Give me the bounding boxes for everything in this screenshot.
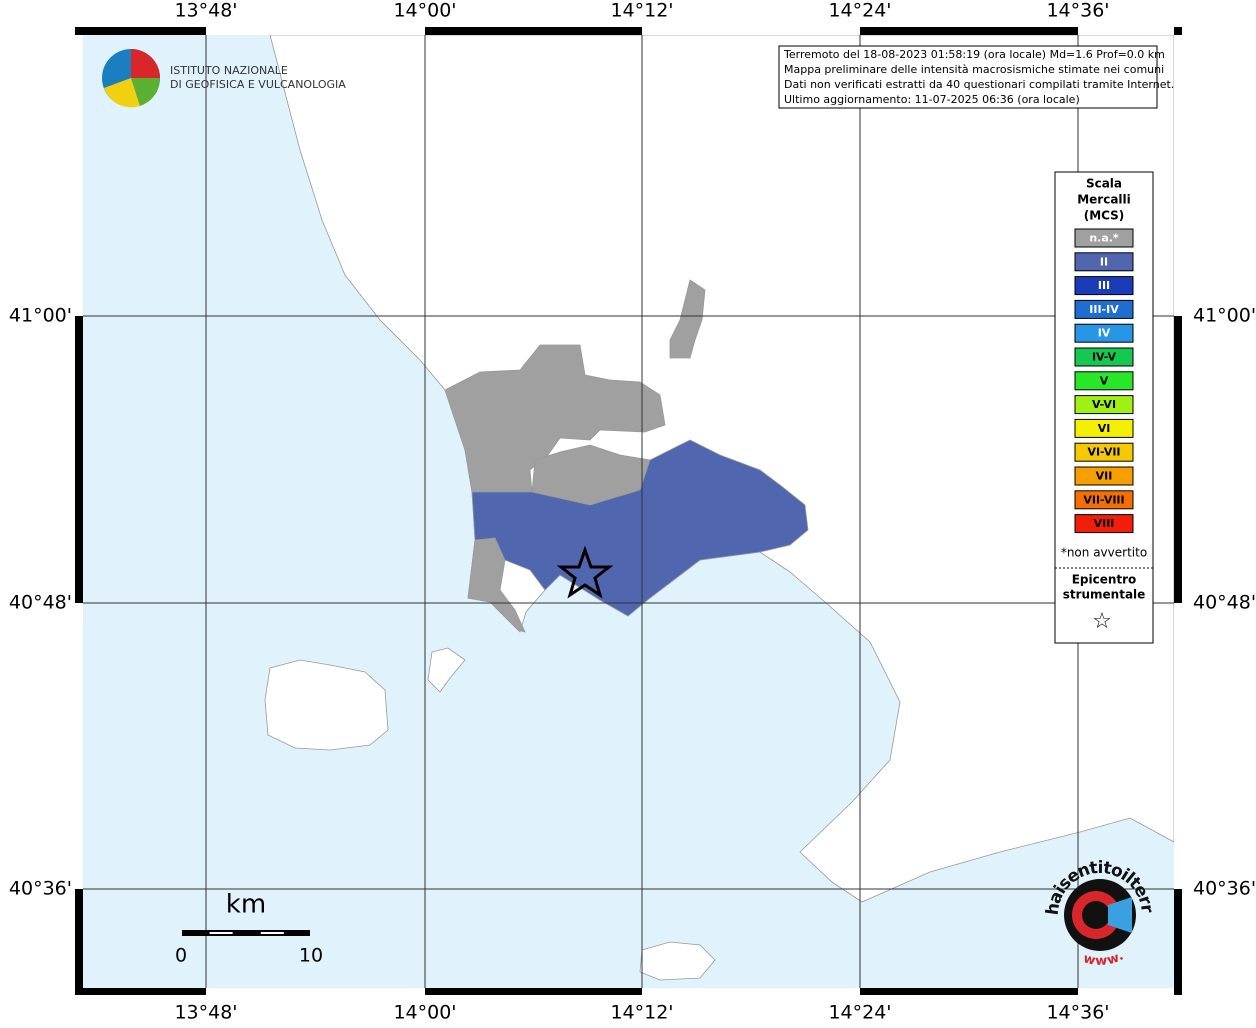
island-capri: [639, 941, 716, 981]
scale-tick-label: 0: [175, 945, 187, 967]
legend-swatch: [1074, 418, 1134, 438]
area-not-felt: [444, 344, 666, 493]
legend-swatch: [1074, 323, 1134, 343]
lat-label: 41°00': [9, 305, 72, 327]
area-not-felt: [669, 279, 706, 359]
lat-label: 40°36': [9, 878, 72, 900]
land: [264, 35, 1174, 981]
lon-label: 14°12': [610, 0, 673, 22]
info-line: Terremoto del 18-08-2023 01:58:19 (ora l…: [783, 48, 1165, 61]
info-line: Mappa preliminare delle intensità macros…: [784, 63, 1164, 76]
border-segment: [642, 988, 860, 995]
epicenter-marker: [556, 545, 614, 599]
legend-swatch: [1074, 442, 1134, 462]
logo-sector: [104, 78, 140, 108]
island-procida: [427, 647, 466, 693]
legend-label: II: [1100, 255, 1108, 268]
border-segment: [1078, 988, 1174, 995]
legend-title: Mercalli: [1077, 193, 1131, 207]
info-box-frame: [778, 45, 1158, 109]
scale-bar-segment: [209, 932, 233, 934]
lon-label: 14°36': [1046, 0, 1109, 22]
border-segment: [75, 35, 83, 316]
watermark-www: www.: [1082, 948, 1126, 968]
watermark-www-path: www.: [1082, 948, 1126, 968]
lon-label: 14°36': [1046, 1002, 1109, 1024]
legend-swatch: [1074, 395, 1134, 415]
logo-sector: [131, 78, 161, 106]
legend-note: *non avvertito: [1061, 546, 1147, 560]
area-intensity-ii: [471, 439, 809, 617]
legend-swatch: [1074, 276, 1134, 296]
watermark-horn: [1108, 897, 1132, 933]
legend-label: VI-VII: [1087, 446, 1120, 459]
legend-swatch: [1074, 299, 1134, 319]
legend-label: IV: [1098, 327, 1111, 340]
legend-swatch: [1074, 228, 1134, 248]
scale-bar-segment: [260, 932, 284, 934]
legend-label: VII: [1096, 470, 1113, 483]
legend-swatch: [1074, 252, 1134, 272]
border-segment: [1174, 603, 1182, 889]
legend-title: Scala: [1086, 177, 1122, 191]
border-segment: [642, 27, 860, 35]
border-segment: [206, 27, 425, 35]
border-segment: [75, 603, 83, 889]
lon-label: 14°24': [828, 1002, 891, 1024]
frame-border: [75, 27, 1182, 995]
legend-epicenter: Epicentro: [1072, 573, 1137, 587]
legend-title: (MCS): [1084, 209, 1125, 223]
legend-label: n.a.*: [1089, 232, 1119, 245]
lat-label: 41°00': [1193, 305, 1256, 327]
lon-label: 13°48': [174, 1002, 237, 1024]
watermark-ring: [1082, 901, 1110, 929]
legend-label: IV-V: [1092, 351, 1117, 364]
legend-epicenter: strumentale: [1063, 588, 1146, 602]
lon-label: 14°00': [393, 1002, 456, 1024]
scale-bar-body: [182, 930, 310, 936]
legend-star: ☆: [1092, 609, 1112, 634]
lon-label: 14°00': [393, 0, 456, 22]
border-segment: [206, 988, 425, 995]
scale-tick-label: 10: [299, 945, 323, 967]
legend-swatch: [1074, 347, 1134, 367]
lon-label: 14°24': [828, 0, 891, 22]
lon-label: 14°12': [610, 1002, 673, 1024]
info-box: Terremoto del 18-08-2023 01:58:19 (ora l…: [778, 45, 1174, 109]
legend-label: VII-VIII: [1083, 493, 1124, 506]
border-segment: [1174, 35, 1182, 316]
legend-swatch: [1074, 466, 1134, 486]
lat-label: 40°48': [9, 592, 72, 614]
legend-label: V: [1100, 374, 1109, 387]
logo: ISTITUTO NAZIONALE DI GEOFISICA E VULCAN…: [102, 49, 346, 108]
legend: ScalaMercalli(MCS)n.a.*IIIIIIII-IVIVIV-V…: [1054, 171, 1154, 644]
lat-label: 40°36': [1193, 878, 1256, 900]
legend-swatch: [1074, 371, 1134, 391]
legend-label: VIII: [1094, 517, 1115, 530]
legend-label: III: [1098, 279, 1110, 292]
island-ischia: [264, 659, 389, 751]
legend-swatch: [1074, 490, 1134, 510]
scale-bar: km 0 10: [175, 890, 323, 967]
legend-label: V-VI: [1092, 398, 1116, 411]
logo-text: ISTITUTO NAZIONALE: [170, 64, 288, 77]
lon-label: 13°48': [174, 0, 237, 22]
info-line: Ultimo aggiornamento: 11-07-2025 06:36 (…: [784, 93, 1080, 106]
epicenter-star: [556, 545, 614, 599]
legend-swatch: [1074, 514, 1134, 534]
legend-label: III-IV: [1089, 303, 1119, 316]
legend-label: VI: [1098, 422, 1111, 435]
logo-text: DI GEOFISICA E VULCANOLOGIA: [170, 78, 346, 91]
lat-label: 40°48': [1193, 592, 1256, 614]
border-segment: [1078, 27, 1174, 35]
logo-sector: [131, 49, 160, 78]
scale-unit: km: [226, 890, 266, 920]
info-line: Dati non verificati estratti da 40 quest…: [784, 78, 1174, 91]
